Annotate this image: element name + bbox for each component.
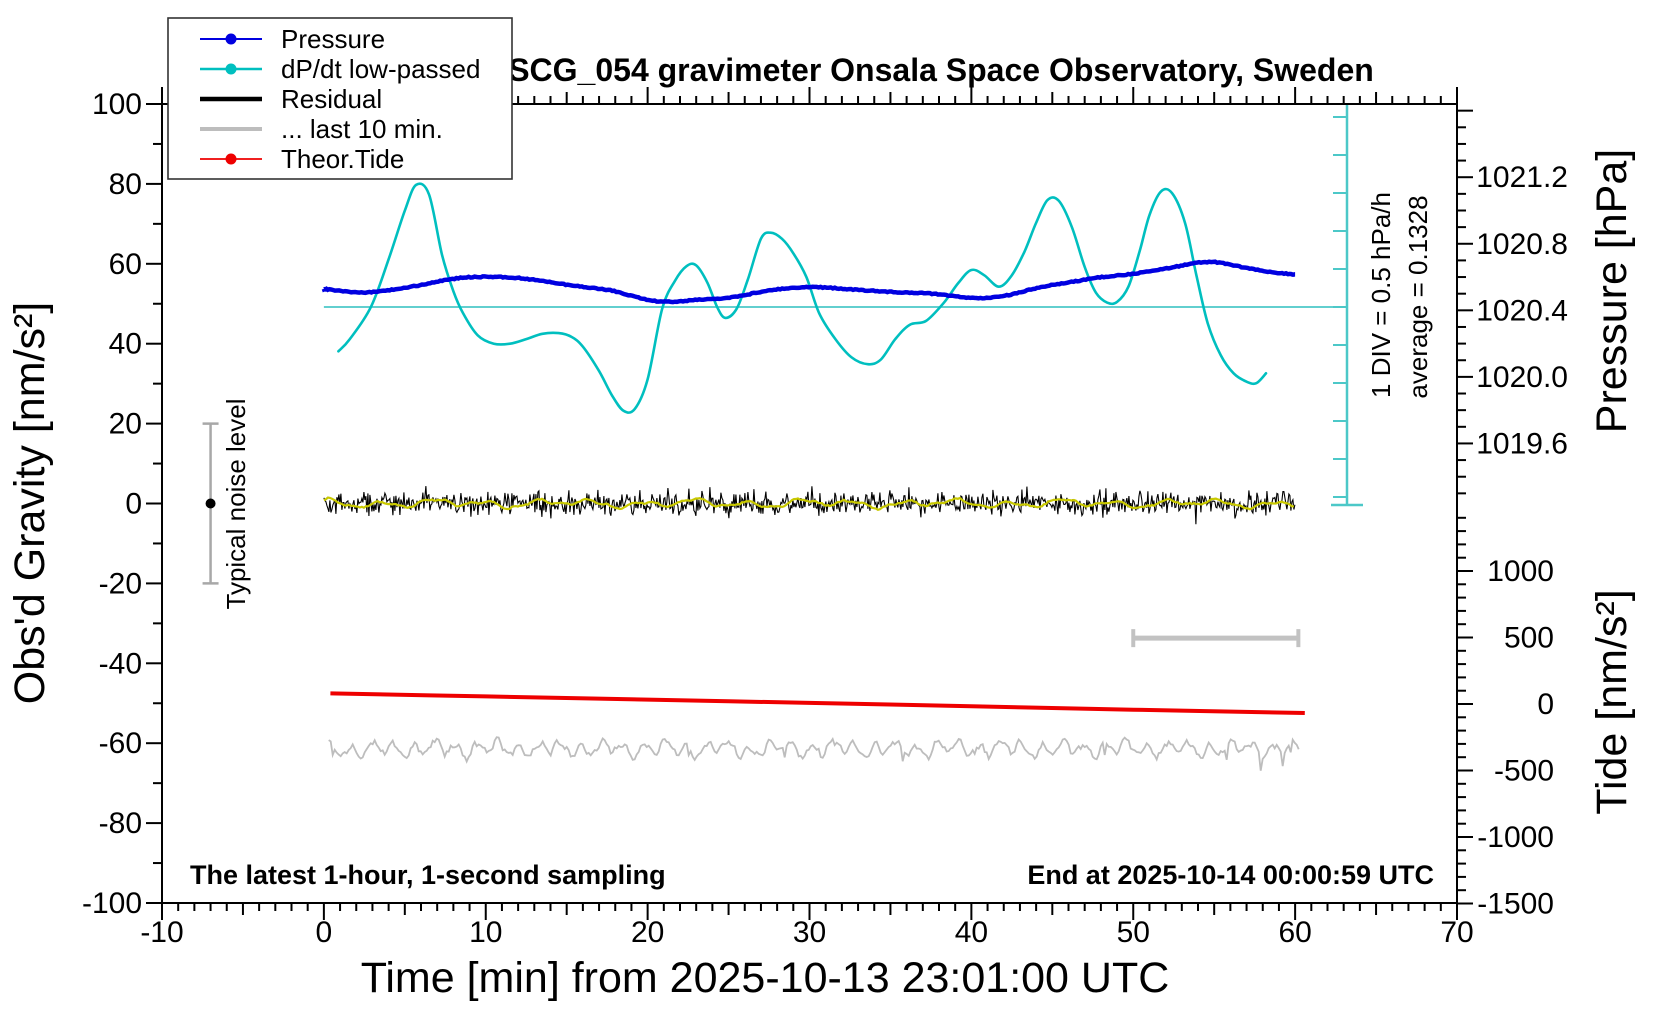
pressure-tick-label: 1020.8 [1476,228,1568,261]
legend-item-pressure: Pressure [200,24,385,54]
noise-level-bar [202,422,219,585]
x-tick-label: 40 [955,916,988,949]
tide-axis-title: Tide [nm/s²] [1588,589,1636,814]
tide-tick-label: -1500 [1477,888,1554,921]
gravity-tick-label: -80 [99,807,142,840]
gravity-tick-label: 20 [109,408,142,441]
average-annotation: average = 0.1328 [1403,195,1433,398]
x-axis: -10 0 10 20 30 40 50 60 70 [140,87,1474,949]
ten-min-scale-bar [1131,629,1301,648]
gravity-axis: -100 -80 -60 -40 -20 0 20 40 60 80 100 [82,88,162,920]
legend-marker-dot [225,153,237,165]
series-residual [323,486,1296,525]
legend-marker-dot [225,33,237,45]
x-tick-label: 70 [1440,916,1473,949]
series-theor-tide [330,691,1305,715]
pressure-tick-label: 1021.2 [1476,161,1568,194]
legend-item-label: dP/dt low-passed [281,54,480,84]
end-time-note: End at 2025-10-14 00:00:59 UTC [1027,860,1434,890]
annotations-layer [202,422,1301,648]
series-dpdt-lowpassed [337,182,1268,414]
pressure-tick-label: 1019.6 [1476,427,1568,460]
x-tick-label: 30 [793,916,826,949]
pressure-axis-title: Pressure [hPa] [1588,149,1636,433]
legend-item-residual: Residual [200,84,382,114]
x-tick-label: 20 [631,916,664,949]
legend-item-label: Theor.Tide [281,144,404,174]
tide-tick-label: 1000 [1487,555,1554,588]
legend-item-label: Pressure [281,24,385,54]
noise-level-annotation: Typical noise level [221,399,251,610]
x-axis-title: Time [min] from 2025-10-13 23:01:00 UTC [361,954,1170,1002]
tide-axis: 1000 500 0 -500 -1000 -1500 [1457,516,1554,921]
x-tick-label: 10 [469,916,502,949]
sampling-note: The latest 1-hour, 1-second sampling [190,860,666,890]
gravity-tick-label: -20 [99,567,142,600]
legend-item-dp-dt-low-passed: dP/dt low-passed [200,54,480,84]
gravity-tick-label: 40 [109,328,142,361]
series-pressure [321,259,1296,305]
x-tick-label: -10 [140,916,183,949]
x-tick-label: 50 [1117,916,1150,949]
legend-item-theor-tide: Theor.Tide [200,144,404,174]
legend-item-label: ... last 10 min. [281,114,443,144]
tide-tick-label: 500 [1504,622,1554,655]
gravity-axis-title: Obs'd Gravity [nm/s²] [6,302,54,704]
gravity-tick-label: 80 [109,168,142,201]
noise-level-dot [205,498,216,509]
gravity-tick-label: -60 [99,727,142,760]
gravity-tick-label: -100 [82,887,142,920]
series-last-10-min [328,736,1300,771]
gravity-tick-label: -40 [99,647,142,680]
x-tick-label: 0 [316,916,333,949]
pressure-tick-label: 1020.0 [1476,361,1568,394]
pressure-tick-label: 1020.4 [1476,294,1568,327]
x-tick-label: 60 [1278,916,1311,949]
legend-marker-dot [225,63,237,75]
dpdt-ruler [323,104,1363,507]
series-layer [321,104,1363,771]
div-scale-annotation: 1 DIV = 0.5 hPa/h [1366,192,1396,398]
plot-frame [161,103,1458,904]
legend-item-label: Residual [281,84,382,114]
gravity-tick-label: 100 [92,88,142,121]
tide-tick-label: -500 [1494,755,1554,788]
pressure-axis: 1021.2 1020.8 1020.4 1020.0 1019.6 [1457,109,1568,495]
tide-tick-label: 0 [1537,688,1554,721]
gravity-tick-label: 0 [125,488,142,521]
axes-layer: -10 0 10 20 30 40 50 60 70-100-80-60-40-20020406… [82,87,1568,949]
gravity-tick-label: 60 [109,248,142,281]
series-residual-smoothed [323,496,1295,511]
page-title: SCG_054 gravimeter Onsala Space Observat… [508,52,1374,88]
legend-item-last-10-min: ... last 10 min. [200,114,443,144]
tide-tick-label: -1000 [1477,821,1554,854]
